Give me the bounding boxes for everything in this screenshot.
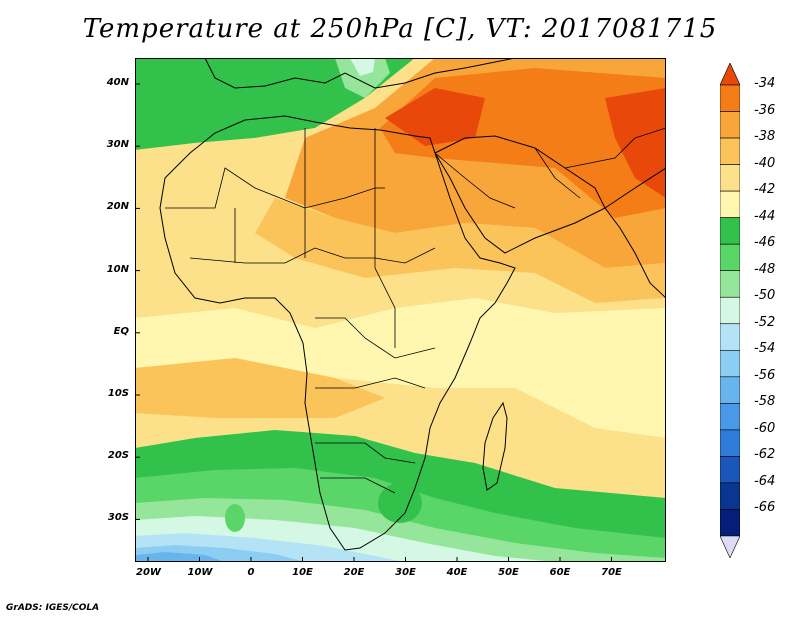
colorbar-label: -44 <box>754 208 776 224</box>
field-tropics-west <box>135 358 385 418</box>
colorbar-bottom-arrow <box>720 535 740 558</box>
lon-label: 0 <box>247 567 255 578</box>
colorbar-label: -46 <box>754 235 776 251</box>
lat-label: 40N <box>106 77 129 88</box>
colorbar-swatch <box>720 217 740 245</box>
field-south-blue3 <box>135 552 225 562</box>
colorbar-label: -52 <box>754 314 776 330</box>
colorbar-label: -42 <box>754 182 776 198</box>
lat-label: 20S <box>107 450 129 462</box>
colorbar-swatch <box>720 482 740 510</box>
field-mideast-34 <box>385 88 485 146</box>
colorbar-swatch <box>720 84 740 112</box>
map-panel: 40N 30N 20N 10N EQ 10S 20S 30S 20W 10W 0 10E 20E 30E… <box>107 58 666 578</box>
colorbar-swatch <box>720 137 740 165</box>
colorbar-label: -38 <box>754 129 776 145</box>
colorbar-swatch <box>720 190 740 218</box>
coastlines <box>159 58 666 551</box>
colorbar-swatch <box>720 164 740 192</box>
colorbar-label: -34 <box>754 76 776 91</box>
map-frame <box>135 58 666 562</box>
temperature-field <box>135 58 666 562</box>
colorbar <box>720 63 740 558</box>
colorbar-label: -50 <box>754 288 776 304</box>
colorbar-label: -54 <box>754 341 776 357</box>
field-india-34 <box>605 88 666 198</box>
lon-label: 60E <box>549 567 571 578</box>
india-coastline <box>604 167 666 299</box>
lat-label: EQ <box>113 325 129 337</box>
colorbar-label: -48 <box>754 261 776 277</box>
colorbar-swatch <box>720 323 740 351</box>
colorbar-swatch <box>720 429 740 457</box>
colorbar-label: -58 <box>754 394 776 410</box>
lat-label: 10S <box>107 388 129 399</box>
africa-coastline <box>159 115 516 551</box>
field-north-pale <box>350 58 375 76</box>
credit-text: GrADS: IGES/COLA <box>6 603 100 613</box>
lon-label: 50E <box>498 567 519 578</box>
lon-label: 30E <box>395 567 416 578</box>
field-tropics-42 <box>135 298 666 438</box>
colorbar-label: -36 <box>754 102 776 118</box>
lat-label: 20N <box>106 201 129 213</box>
colorbar-label: -56 <box>754 367 776 383</box>
colorbar-swatch <box>720 349 740 378</box>
colorbar-label: -64 <box>754 473 776 489</box>
colorbar-swatch <box>720 270 740 298</box>
colorbar-swatch <box>720 456 740 484</box>
borders <box>165 127 666 494</box>
field-south-blob <box>225 504 245 532</box>
colorbar-label: -62 <box>754 447 776 463</box>
tick-marks <box>135 83 612 562</box>
lon-label: 20W <box>136 567 161 578</box>
lon-label: 20E <box>343 567 365 578</box>
colorbar-swatch <box>720 509 740 537</box>
colorbar-swatch <box>720 243 740 272</box>
colorbar-swatch <box>720 403 740 431</box>
colorbar-swatch <box>720 111 740 139</box>
field-north-lightgreen <box>335 58 390 98</box>
lat-label: 10N <box>106 263 129 275</box>
colorbar-label: -60 <box>754 420 776 436</box>
colorbar-swatch <box>720 376 740 404</box>
colorbar-label: -66 <box>754 500 776 516</box>
lon-label: 70E <box>601 567 622 578</box>
arabia-coastline <box>434 135 606 254</box>
lon-label: 40E <box>446 567 468 578</box>
colorbar-swatch <box>720 296 740 325</box>
colorbar-label: -40 <box>754 155 776 171</box>
colorbar-top-arrow <box>720 63 740 86</box>
madagascar-coastline <box>482 401 508 491</box>
temperature-map <box>135 58 666 562</box>
lat-label: 30S <box>107 512 129 524</box>
field-mideast-40 <box>255 198 666 303</box>
lon-label: 10E <box>292 567 313 578</box>
lon-label: 10W <box>187 567 213 578</box>
lat-label: 30N <box>106 139 129 151</box>
field-safrica-green <box>378 483 422 523</box>
europe-coastline <box>204 58 516 89</box>
map-title: Temperature at 250hPa [C], VT: 201708171… <box>82 14 718 44</box>
